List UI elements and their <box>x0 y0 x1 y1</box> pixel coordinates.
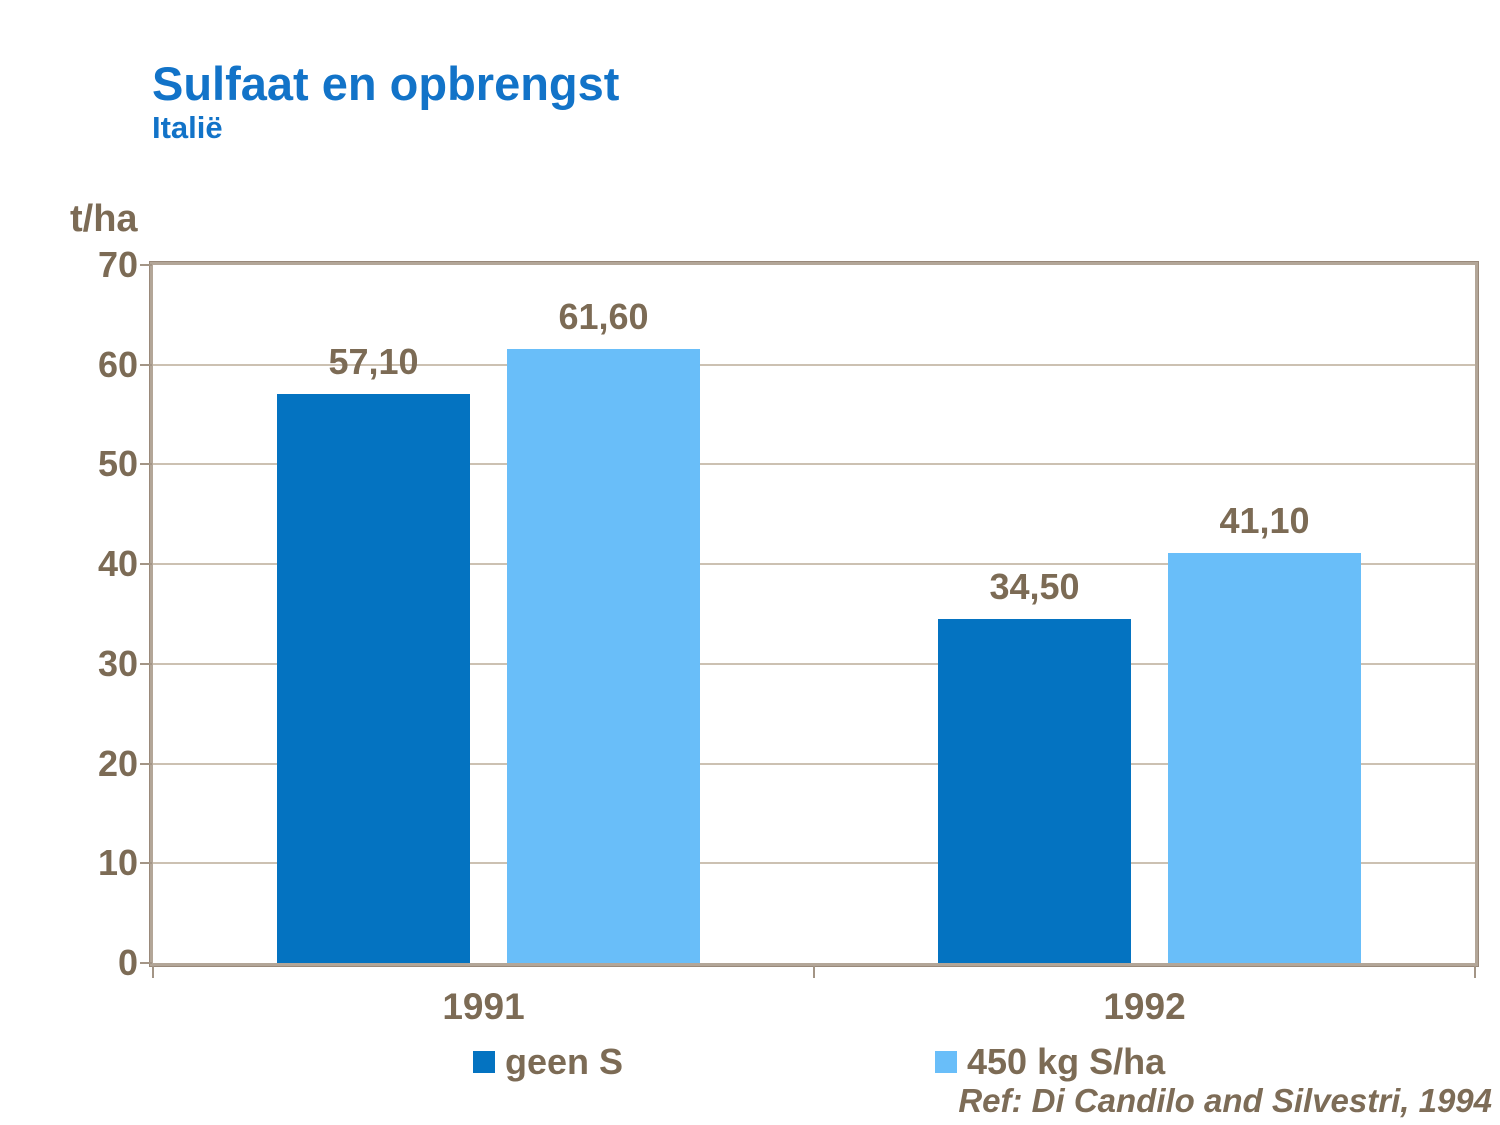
y-tick-mark-70 <box>140 264 152 266</box>
legend-label-450-kg-s-ha: 450 kg S/ha <box>967 1041 1166 1082</box>
y-tick-mark-40 <box>140 563 152 566</box>
y-axis-unit-label: t/ha <box>70 198 138 240</box>
legend-label-geen-s: geen S <box>505 1041 624 1082</box>
y-tick-mark-0 <box>140 962 152 964</box>
legend-swatch-450-kg-s-ha <box>935 1051 957 1073</box>
legend-item-450-kg-s-ha: 450 kg S/ha <box>935 1042 1165 1082</box>
chart-title: Sulfaat en opbrengst <box>152 57 620 110</box>
chart-subtitle: Italië <box>152 110 223 145</box>
plot-area: 57,10 61,60 34,50 41,10 <box>149 261 1479 967</box>
gridline-20 <box>153 762 1475 765</box>
plot-inner: 57,10 61,60 34,50 41,10 <box>153 265 1475 963</box>
y-tick-label-20: 20 <box>97 742 138 784</box>
x-tick-mark-0 <box>152 966 154 978</box>
bar-value-label-450-kg-s-ha-1992: 41,10 <box>1219 500 1310 542</box>
gridline-40 <box>153 563 1475 566</box>
y-tick-mark-50 <box>140 463 152 466</box>
y-tick-label-0: 0 <box>117 942 138 983</box>
x-tick-mark-1 <box>813 966 815 978</box>
legend-item-geen-s: geen S <box>473 1042 623 1082</box>
gridline-10 <box>153 862 1475 865</box>
bar-value-label-450-kg-s-ha-1991: 61,60 <box>558 295 649 337</box>
y-tick-mark-60 <box>140 363 152 366</box>
x-category-label-1991: 1991 <box>442 986 525 1027</box>
y-tick-label-10: 10 <box>97 842 138 884</box>
y-tick-mark-20 <box>140 762 152 765</box>
bar-value-label-geen-s-1991: 57,10 <box>328 340 419 382</box>
gridline-30 <box>153 662 1475 665</box>
y-tick-label-30: 30 <box>97 642 138 684</box>
reference-text: Ref: Di Candilo and Silvestri, 1994 <box>958 1082 1492 1119</box>
x-tick-mark-2 <box>1474 966 1476 978</box>
y-tick-mark-30 <box>140 662 152 665</box>
y-tick-label-50: 50 <box>97 443 138 485</box>
bar-450-kg-s-ha-1992 <box>1168 553 1361 963</box>
y-tick-label-70: 70 <box>97 244 138 285</box>
bar-value-label-geen-s-1992: 34,50 <box>989 565 1080 607</box>
bar-450-kg-s-ha-1991 <box>507 348 700 963</box>
bar-geen-s-1992 <box>938 619 1131 963</box>
y-tick-label-60: 60 <box>97 343 138 385</box>
legend-swatch-geen-s <box>473 1051 495 1073</box>
y-tick-label-40: 40 <box>97 543 138 585</box>
gridline-60 <box>153 363 1475 366</box>
x-category-label-1992: 1992 <box>1103 986 1186 1027</box>
y-tick-mark-10 <box>140 862 152 865</box>
bar-geen-s-1991 <box>277 393 470 963</box>
gridline-50 <box>153 463 1475 466</box>
